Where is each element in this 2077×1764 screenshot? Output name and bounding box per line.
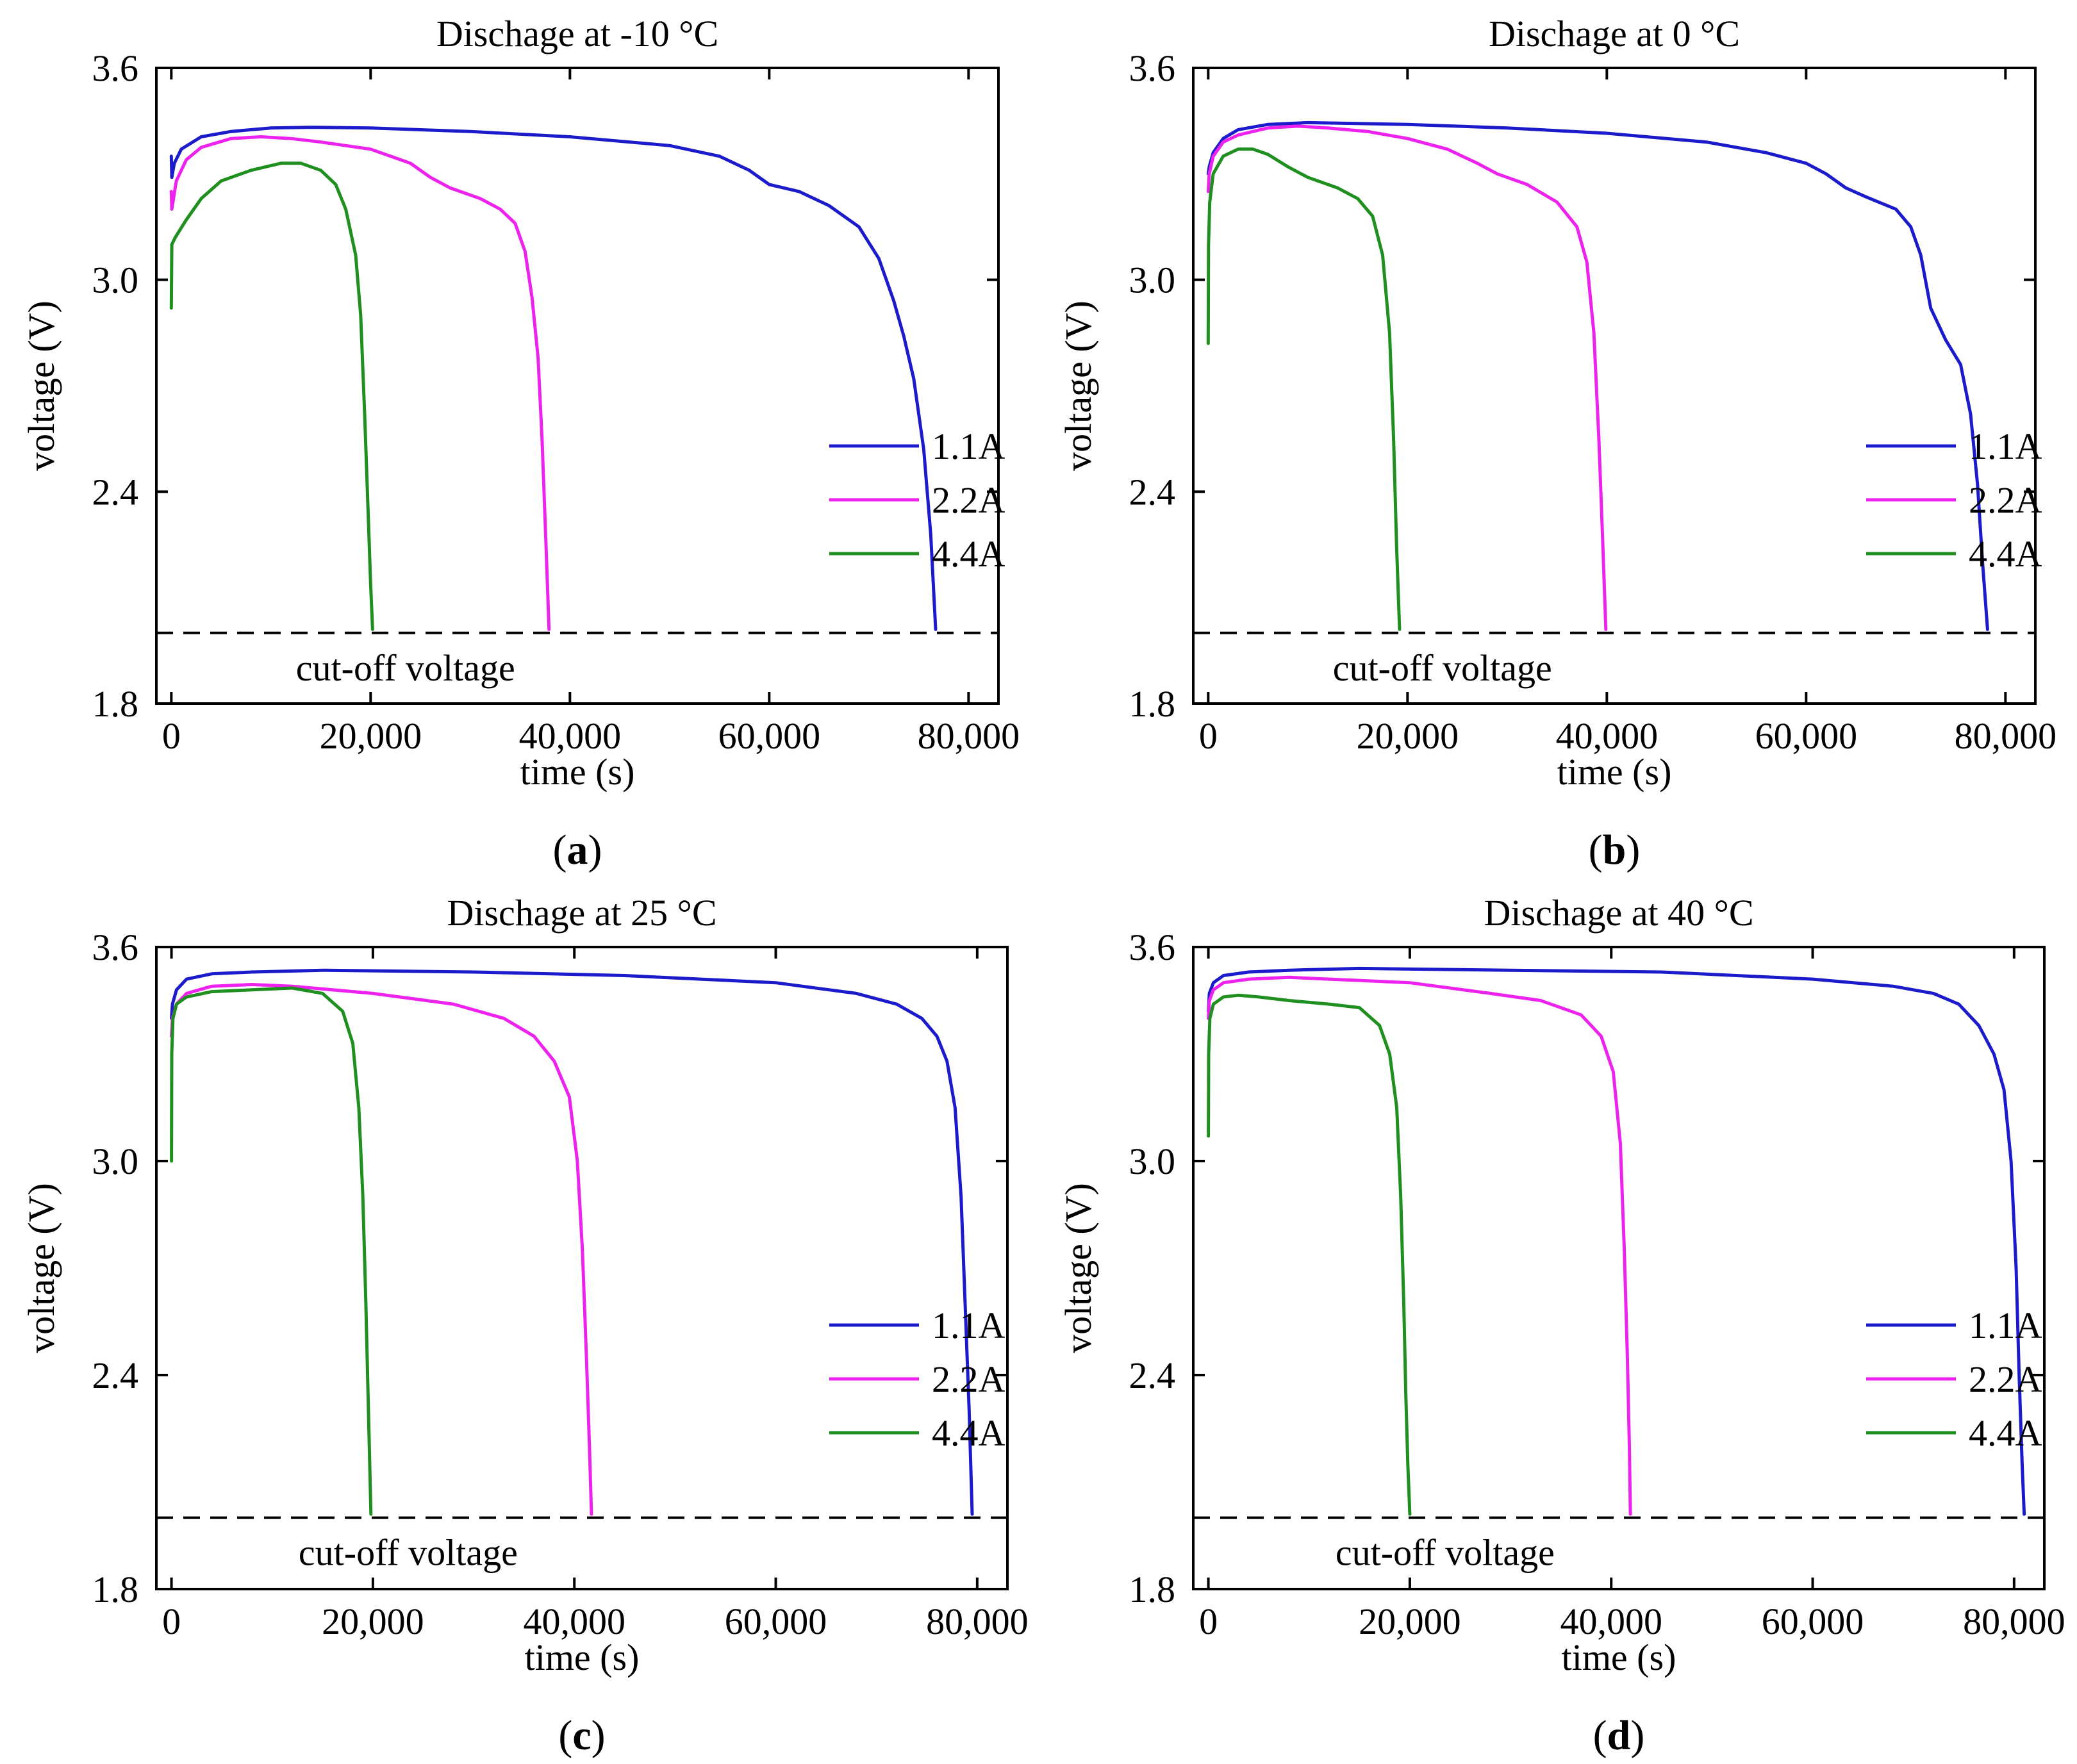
series-line-4.4A: [1206, 147, 1402, 631]
y-tick-label: 3.0: [92, 260, 139, 301]
panel-label: (a): [553, 827, 602, 873]
series-line-4.4A: [169, 161, 374, 631]
x-tick-label: 20,000: [1359, 1601, 1461, 1642]
legend-label: 4.4A: [1969, 1412, 2042, 1454]
x-tick-label: 0: [1199, 1601, 1218, 1642]
cutoff-label: cut-off voltage: [296, 647, 515, 689]
x-tick-label: 0: [162, 715, 181, 757]
x-tick-label: 80,000: [1955, 715, 2057, 757]
x-axis-label: time (s): [525, 1636, 640, 1678]
legend-label: 2.2A: [932, 1358, 1005, 1400]
cutoff-label: cut-off voltage: [1336, 1532, 1555, 1574]
legend-label: 4.4A: [932, 1412, 1005, 1454]
y-tick-label: 2.4: [1129, 471, 1176, 513]
y-axis-label: voltage (V): [1057, 301, 1099, 471]
y-tick-label: 3.0: [1129, 1141, 1176, 1182]
series-line-2.2A: [1206, 124, 1608, 631]
series-line-1.1A: [170, 968, 974, 1516]
x-tick-label: 60,000: [1762, 1601, 1864, 1642]
y-axis-label: voltage (V): [21, 301, 62, 471]
legend-label: 1.1A: [1969, 425, 2042, 467]
panel-label: (d): [1593, 1712, 1645, 1759]
x-tick-label: 40,000: [1556, 715, 1659, 757]
y-tick-label: 2.4: [92, 1355, 139, 1396]
chart-panel-b: Dischage at 0 °C 1.8 2.4 3.0 3.6 0 20,000 40,00…: [1057, 13, 2056, 873]
legend-label: 4.4A: [1969, 533, 2042, 575]
x-tick-label: 20,000: [320, 715, 422, 757]
panel-label: (b): [1589, 827, 1641, 873]
x-tick-label: 20,000: [322, 1601, 424, 1642]
y-tick-label: 1.8: [92, 683, 139, 725]
y-tick-label: 3.6: [1129, 927, 1176, 968]
x-tick-label: 0: [1199, 715, 1218, 757]
legend-label: 2.2A: [1969, 1358, 2042, 1400]
y-tick-label: 2.4: [92, 471, 139, 513]
y-tick-label: 1.8: [1129, 1569, 1176, 1610]
series-line-1.1A: [1206, 120, 1989, 631]
chart-panel-c: Dischage at 25 °C 1.8 2.4 3.0 3.6 0 20,000 40,0…: [21, 892, 1029, 1759]
panel-label: (c): [558, 1712, 605, 1759]
y-tick-label: 1.8: [92, 1569, 139, 1610]
x-axis-label: time (s): [1557, 751, 1672, 793]
cutoff-label: cut-off voltage: [299, 1532, 518, 1574]
x-tick-label: 0: [162, 1601, 181, 1642]
chart-panel-a: Dischage at -10 °C 1.8 2.4 3.0 3.6 0 20,000 40,…: [21, 13, 1020, 873]
plot-frame: [155, 946, 1009, 1590]
chart-title: Dischage at 0 °C: [1489, 13, 1740, 54]
plot-frame: [1192, 67, 2037, 705]
y-tick-label: 3.6: [1129, 47, 1176, 89]
y-axis-label: voltage (V): [1057, 1183, 1099, 1353]
y-tick-label: 3.6: [92, 927, 139, 968]
x-tick-label: 40,000: [519, 715, 622, 757]
legend-label: 1.1A: [932, 1305, 1005, 1346]
x-tick-label: 80,000: [1963, 1601, 2065, 1642]
series-line-2.2A: [1207, 975, 1632, 1516]
series-line-2.2A: [170, 983, 593, 1516]
x-axis-label: time (s): [1562, 1636, 1676, 1678]
series-line-4.4A: [170, 986, 373, 1516]
y-axis-label: voltage (V): [21, 1183, 62, 1353]
y-tick-label: 3.6: [92, 47, 139, 89]
x-tick-label: 60,000: [725, 1601, 827, 1642]
series-line-2.2A: [169, 135, 551, 631]
series-line-4.4A: [1207, 993, 1412, 1516]
chart-panel-d: Dischage at 40 °C 1.8 2.4 3.0 3.6 0 20,000 40,0…: [1057, 892, 2065, 1759]
x-tick-label: 40,000: [1560, 1601, 1662, 1642]
x-tick-label: 80,000: [918, 715, 1020, 757]
y-tick-label: 1.8: [1129, 683, 1176, 725]
x-tick-label: 60,000: [1755, 715, 1858, 757]
chart-title: Dischage at 40 °C: [1484, 892, 1753, 934]
cutoff-label: cut-off voltage: [1333, 647, 1552, 689]
plot-frame: [1192, 946, 2046, 1590]
legend-label: 4.4A: [932, 533, 1005, 575]
chart-title: Dischage at 25 °C: [447, 892, 716, 934]
x-tick-label: 40,000: [523, 1601, 625, 1642]
legend-label: 1.1A: [932, 425, 1005, 467]
x-tick-label: 80,000: [926, 1601, 1029, 1642]
series-line-1.1A: [169, 126, 938, 631]
x-tick-label: 20,000: [1357, 715, 1459, 757]
y-tick-label: 2.4: [1129, 1355, 1176, 1396]
legend-label: 1.1A: [1969, 1305, 2042, 1346]
chart-title: Dischage at -10 °C: [436, 13, 718, 54]
x-tick-label: 60,000: [718, 715, 821, 757]
legend-label: 2.2A: [932, 479, 1005, 521]
y-tick-label: 3.0: [92, 1141, 139, 1182]
y-tick-label: 3.0: [1129, 260, 1176, 301]
x-axis-label: time (s): [520, 751, 635, 793]
legend-label: 2.2A: [1969, 479, 2042, 521]
plot-frame: [155, 67, 1000, 705]
series-line-1.1A: [1207, 966, 2026, 1516]
